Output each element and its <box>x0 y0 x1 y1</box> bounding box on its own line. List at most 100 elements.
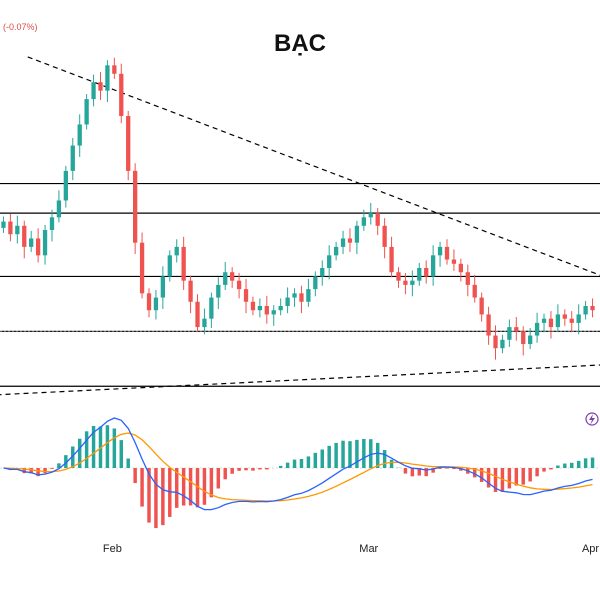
candle <box>70 137 75 181</box>
candle <box>271 305 276 326</box>
candle <box>507 319 512 347</box>
candle <box>153 289 159 320</box>
candle <box>555 304 561 333</box>
candle <box>139 232 145 299</box>
candle <box>91 74 96 107</box>
candle <box>146 288 152 318</box>
signal-line <box>3 432 593 502</box>
candle <box>361 209 366 231</box>
candle <box>479 292 484 322</box>
candle <box>313 271 318 297</box>
candle <box>424 260 429 284</box>
candle <box>285 287 290 314</box>
candle <box>264 295 269 324</box>
trendlines <box>0 56 600 396</box>
x-tick-label: Mar <box>359 543 378 555</box>
chart-title: BẠC <box>274 30 326 57</box>
candle <box>562 309 567 326</box>
candle <box>583 300 588 320</box>
candle <box>126 110 131 181</box>
trendline-falling <box>27 56 600 276</box>
candle <box>521 326 526 356</box>
candle <box>389 236 394 278</box>
candle <box>500 334 505 354</box>
candle <box>167 250 172 282</box>
candle <box>15 215 20 244</box>
candle <box>410 270 415 297</box>
trendline-rising <box>0 364 600 396</box>
candle <box>534 312 540 343</box>
price-change-label: (-0.07%) <box>3 22 38 32</box>
x-tick-label: Apr <box>582 543 599 555</box>
candle <box>403 273 408 295</box>
candle <box>63 165 68 208</box>
candle <box>430 245 436 286</box>
candle <box>174 239 179 263</box>
candle <box>56 190 62 223</box>
candle <box>278 298 283 316</box>
candle <box>472 274 477 303</box>
candle <box>236 273 242 299</box>
candle <box>195 294 200 333</box>
candle <box>340 230 346 255</box>
candle <box>368 202 373 225</box>
candle <box>98 72 103 100</box>
candle <box>202 308 207 335</box>
candle <box>119 63 124 124</box>
candle <box>243 278 249 314</box>
candle <box>160 266 166 309</box>
candle <box>112 57 117 79</box>
candle <box>548 311 554 339</box>
candle <box>22 220 27 259</box>
candle <box>49 209 55 242</box>
macd-panel <box>0 417 600 529</box>
x-tick-label: Feb <box>103 543 122 555</box>
candle <box>451 249 457 271</box>
candle <box>292 288 297 307</box>
candle <box>181 236 186 290</box>
macd-line <box>3 417 593 511</box>
candle <box>437 241 443 267</box>
candle <box>188 275 193 314</box>
candle <box>29 230 34 252</box>
candle <box>35 228 41 263</box>
x-axis: Feb Mar Apr <box>103 543 600 555</box>
candle <box>465 264 470 297</box>
candle <box>375 208 380 236</box>
candle <box>105 60 110 103</box>
candle <box>528 327 533 350</box>
candle <box>257 298 263 318</box>
candlestick-series <box>1 57 595 360</box>
candle <box>382 218 387 259</box>
candle <box>8 213 13 242</box>
candle <box>132 163 138 255</box>
candle <box>209 292 214 328</box>
candle <box>250 296 256 316</box>
candle <box>444 239 450 265</box>
candle <box>590 298 595 318</box>
candle <box>569 311 574 333</box>
candle <box>333 241 339 261</box>
lightning-icon[interactable] <box>585 412 599 426</box>
candle <box>42 224 48 265</box>
candle <box>354 220 360 255</box>
candle <box>541 313 547 333</box>
candle <box>299 285 304 314</box>
candle <box>493 325 498 360</box>
candle <box>84 94 89 130</box>
horizontal-levels <box>0 182 600 387</box>
candle <box>306 278 311 307</box>
candle <box>576 304 581 335</box>
candle <box>417 262 422 286</box>
candle <box>77 114 82 157</box>
candle <box>230 267 235 288</box>
candle <box>223 262 228 290</box>
candle <box>486 306 491 345</box>
candle <box>514 316 519 341</box>
candle <box>327 245 332 280</box>
candle <box>1 216 6 233</box>
candle <box>320 260 325 286</box>
candle <box>216 277 221 309</box>
candle <box>396 267 401 288</box>
